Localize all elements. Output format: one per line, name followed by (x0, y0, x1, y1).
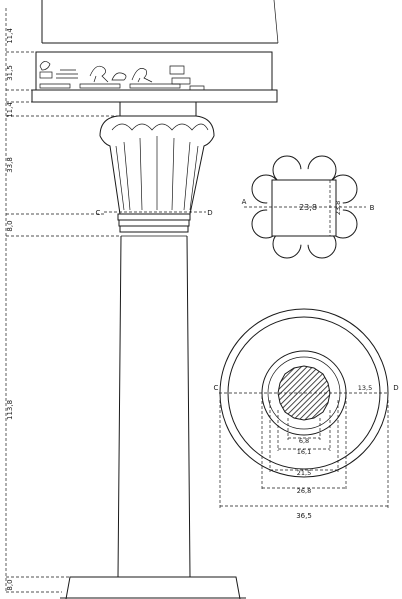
base-plan: C D 13,5 6,8 16,1 21,5 26,8 36,5 (214, 308, 399, 520)
capital-section-right: D (207, 209, 212, 217)
base-plan-left: C (214, 384, 219, 392)
dim-bands: 8,0 (6, 220, 14, 231)
dim-capital: 33,8 (6, 157, 14, 173)
abacus-plan: 23,8 23,8 A B (242, 155, 375, 259)
abacus (119, 101, 197, 117)
plan-section-right: B (370, 204, 375, 212)
base-d2-label: 16,1 (297, 448, 311, 456)
column-elevation (31, 0, 279, 599)
capital (99, 115, 215, 215)
base-offset-label: 13,5 (358, 384, 372, 392)
dim-abacus-top: 11,4 (6, 28, 14, 44)
abacus-depth-label: 23,8 (334, 201, 342, 215)
dim-abacus: 11,4 (6, 102, 14, 118)
capital-section-line: C D (96, 209, 213, 217)
base-overall-label: 36,5 (296, 512, 312, 520)
architrave-lower-band (31, 89, 278, 103)
base-d4-label: 26,8 (297, 487, 311, 495)
architrave (31, 0, 279, 103)
base-d1-label: 6,8 (299, 437, 309, 445)
base-d3-label: 21,5 (297, 469, 311, 477)
shaft (117, 235, 191, 578)
capital-section-left: C (96, 209, 101, 217)
plan-section-left: A (242, 198, 247, 206)
capital-bands (117, 213, 191, 237)
abacus-width-label: 23,8 (299, 203, 317, 212)
dim-base: 8,0 (6, 579, 14, 590)
base (60, 576, 246, 599)
vertical-dimension-chain: 11,4 31,5 11,4 33,8 8,0 113,8 8,0 (5, 8, 120, 593)
dim-shaft: 113,8 (6, 400, 14, 420)
hieroglyph-frieze (39, 61, 205, 91)
base-plan-right: D (393, 384, 398, 392)
abacus-plan-square (271, 179, 337, 237)
dim-architrave: 31,5 (6, 65, 14, 81)
